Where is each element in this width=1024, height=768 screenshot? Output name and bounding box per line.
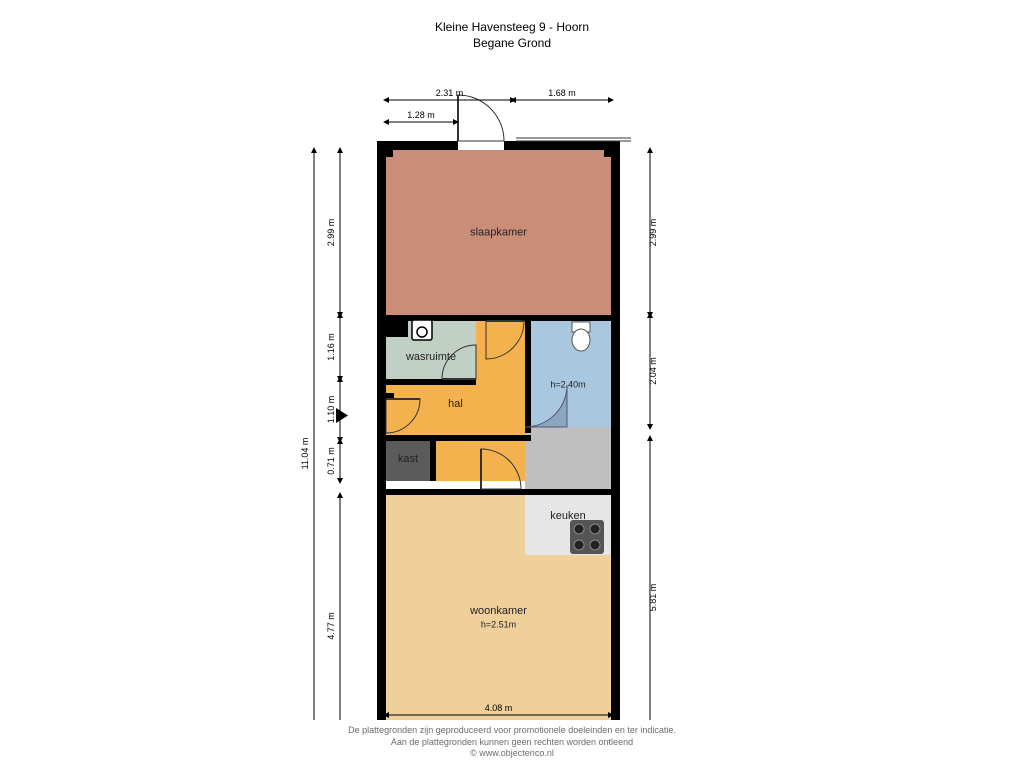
dim-label: 2.99 m bbox=[326, 219, 336, 247]
footer-block: De plattegronden zijn geproduceerd voor … bbox=[0, 725, 1024, 760]
dim-label: 5.81 m bbox=[648, 584, 658, 612]
dim-label: 1.16 m bbox=[326, 333, 336, 361]
dim-label: 11.04 m bbox=[300, 438, 310, 470]
title-block: Kleine Havensteeg 9 - Hoorn Begane Grond bbox=[0, 20, 1024, 51]
dim-label: 1.68 m bbox=[548, 88, 576, 98]
room-sublabel-badkamer: h=2.40m bbox=[550, 379, 585, 389]
kitchen-counter bbox=[525, 427, 611, 495]
room-hal-lower bbox=[430, 441, 525, 481]
dim-label: 0.71 m bbox=[326, 447, 336, 475]
room-sublabel-woonkamer: h=2.51m bbox=[481, 619, 516, 629]
title-line-1: Kleine Havensteeg 9 - Hoorn bbox=[0, 20, 1024, 36]
room-hal-upper-right bbox=[476, 315, 525, 379]
room-label-hal: hal bbox=[448, 398, 463, 410]
dim-label: 2.99 m bbox=[648, 219, 658, 247]
room-hal bbox=[386, 379, 525, 441]
footer-line-2: Aan de plattegronden kunnen geen rechten… bbox=[0, 737, 1024, 749]
dim-label: 1.10 m bbox=[326, 396, 336, 424]
room-badkamer bbox=[525, 315, 611, 427]
dim-label: 1.28 m bbox=[407, 110, 435, 120]
footer-line-1: De plattegronden zijn geproduceerd voor … bbox=[0, 725, 1024, 737]
room-label-slaapkamer: slaapkamer bbox=[470, 226, 527, 238]
floorplan-svg: slaapkamer wasruimte h=2.40m hal woonkamer h=… bbox=[300, 60, 680, 720]
entry-marker-icon bbox=[336, 408, 348, 423]
dim-label: 2.04 m bbox=[648, 357, 658, 385]
room-label-kast: kast bbox=[398, 453, 418, 465]
dim-label: 4.08 m bbox=[485, 703, 513, 713]
room-label-wasruimte: wasruimte bbox=[405, 351, 456, 363]
dim-label: 4.77 m bbox=[326, 612, 336, 640]
dim-label: 2.31 m bbox=[436, 88, 464, 98]
footer-line-3: © www.objectenco.nl bbox=[0, 748, 1024, 760]
floorplan-page: Kleine Havensteeg 9 - Hoorn Begane Grond… bbox=[0, 0, 1024, 768]
room-label-woonkamer: woonkamer bbox=[469, 605, 527, 617]
cooktop-icon bbox=[570, 520, 604, 554]
room-label-keuken: keuken bbox=[550, 510, 585, 522]
title-line-2: Begane Grond bbox=[0, 36, 1024, 52]
